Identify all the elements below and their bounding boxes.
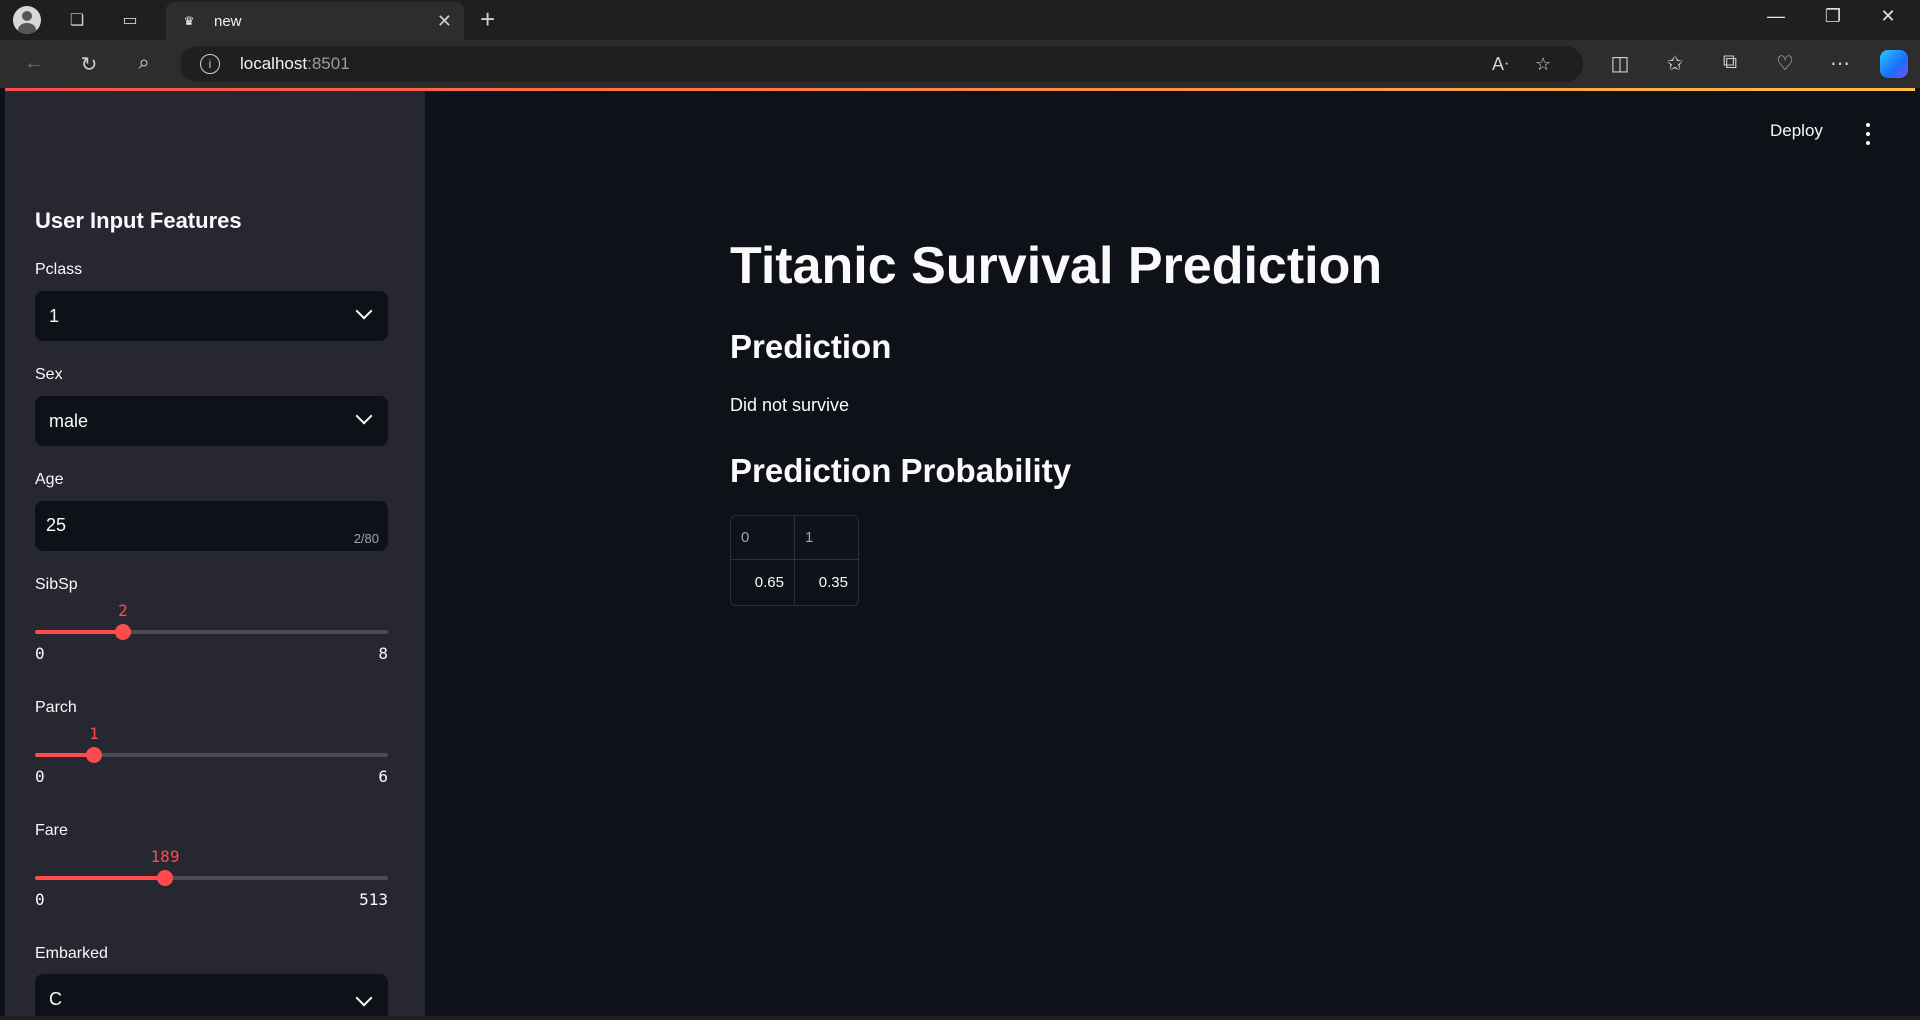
column-header[interactable]: 0 xyxy=(731,516,794,560)
slider-current-value: 189 xyxy=(150,847,180,866)
slider-max: 6 xyxy=(378,767,388,786)
new-tab-icon[interactable]: + xyxy=(480,4,496,34)
slider-max: 8 xyxy=(378,644,388,663)
sex-label: Sex xyxy=(35,366,63,383)
sibsp-label: SibSp xyxy=(35,576,78,593)
embarked-select[interactable]: C xyxy=(35,974,388,1016)
slider-thumb[interactable] xyxy=(86,747,102,763)
app-header-decoration xyxy=(5,88,1915,91)
copilot-icon[interactable] xyxy=(1880,50,1908,78)
table-cell[interactable]: 0.65 xyxy=(754,574,784,591)
minimize-icon[interactable]: — xyxy=(1767,6,1785,26)
table-cell[interactable]: 0.35 xyxy=(818,574,848,591)
slider-fill xyxy=(35,876,165,880)
slider-track[interactable] xyxy=(35,630,388,634)
embarked-label: Embarked xyxy=(35,945,108,962)
refresh-icon[interactable]: ↻ xyxy=(80,54,98,76)
site-info-icon[interactable]: i xyxy=(200,54,220,74)
streamlit-favicon-icon: ♛ xyxy=(183,14,195,28)
slider-fill xyxy=(35,630,123,634)
sidebar xyxy=(5,91,425,1016)
parch-slider[interactable]: 1 0 6 xyxy=(35,724,388,786)
deploy-button[interactable]: Deploy xyxy=(1770,121,1823,140)
window-close-icon[interactable]: ✕ xyxy=(1880,6,1896,26)
read-aloud-icon[interactable]: Aᐧ xyxy=(1492,54,1509,74)
search-icon[interactable]: ⌕ xyxy=(138,52,150,74)
back-icon[interactable]: ← xyxy=(24,52,44,74)
slider-track[interactable] xyxy=(35,876,388,880)
column-divider xyxy=(794,516,795,605)
prediction-heading: Prediction xyxy=(730,328,892,365)
window-bottom-edge xyxy=(0,1016,1920,1020)
embarked-value: C xyxy=(49,988,62,1009)
age-char-counter: 2/80 xyxy=(353,531,379,546)
more-options-icon[interactable]: ⋯ xyxy=(1830,53,1850,75)
chevron-down-icon xyxy=(355,407,373,425)
tab-close-icon[interactable]: ✕ xyxy=(436,11,452,31)
pclass-value: 1 xyxy=(49,305,60,326)
slider-thumb[interactable] xyxy=(115,624,131,640)
address-bar[interactable]: i localhost :8501 Aᐧ ☆ xyxy=(180,46,1583,82)
main-menu-icon[interactable] xyxy=(1860,123,1876,145)
chevron-down-icon xyxy=(355,302,373,320)
main-content xyxy=(425,91,1915,1016)
browser-toolbar: ← ↻ ⌕ i localhost :8501 Aᐧ ☆ ◫ ✩ ⧉ ♡ ⋯ xyxy=(0,40,1920,88)
sibsp-slider[interactable]: 2 0 8 xyxy=(35,601,388,663)
fare-label: Fare xyxy=(35,822,68,839)
url-host: localhost xyxy=(240,54,308,73)
parch-label: Parch xyxy=(35,699,77,716)
sex-value: male xyxy=(49,410,89,431)
restore-icon[interactable]: ❐ xyxy=(1824,6,1842,26)
slider-min: 0 xyxy=(35,890,45,909)
age-input[interactable]: 25 2/80 xyxy=(35,501,388,551)
slider-current-value: 1 xyxy=(89,724,99,743)
slider-thumb[interactable] xyxy=(157,870,173,886)
workspaces-icon[interactable]: ❏ xyxy=(69,12,85,29)
sex-select[interactable]: male xyxy=(35,396,388,446)
browser-tab-bar: ❏ ▭ ♛ new ✕ + — ❐ ✕ xyxy=(0,0,1920,40)
browser-essentials-icon[interactable]: ♡ xyxy=(1776,53,1794,75)
split-screen-icon[interactable]: ◫ xyxy=(1610,53,1630,75)
fare-slider[interactable]: 189 0 513 xyxy=(35,847,388,909)
favorites-icon[interactable]: ✩ xyxy=(1666,53,1684,75)
probability-heading: Prediction Probability xyxy=(730,452,1072,489)
sidebar-title: User Input Features xyxy=(35,208,242,233)
slider-min: 0 xyxy=(35,767,45,786)
age-label: Age xyxy=(35,471,64,488)
browser-tab[interactable]: ♛ new ✕ xyxy=(166,2,464,40)
slider-fill xyxy=(35,753,94,757)
tab-title: new xyxy=(214,12,242,30)
chevron-down-icon xyxy=(355,989,373,1007)
age-value: 25 xyxy=(46,515,67,535)
pclass-select[interactable]: 1 xyxy=(35,291,388,341)
column-header[interactable]: 1 xyxy=(795,516,858,560)
pclass-label: Pclass xyxy=(35,261,83,278)
tab-actions-icon[interactable]: ▭ xyxy=(122,12,138,29)
favorite-star-icon[interactable]: ☆ xyxy=(1535,54,1552,74)
prediction-result: Did not survive xyxy=(730,395,850,415)
slider-min: 0 xyxy=(35,644,45,663)
page-title: Titanic Survival Prediction xyxy=(730,237,1383,295)
probability-dataframe[interactable]: 0 1 0.65 0.35 xyxy=(730,515,859,606)
slider-max: 513 xyxy=(359,890,388,909)
profile-icon[interactable] xyxy=(13,6,41,34)
collections-icon[interactable]: ⧉ xyxy=(1722,51,1738,73)
url-port: :8501 xyxy=(307,54,350,73)
slider-track[interactable] xyxy=(35,753,388,757)
slider-current-value: 2 xyxy=(118,601,128,620)
